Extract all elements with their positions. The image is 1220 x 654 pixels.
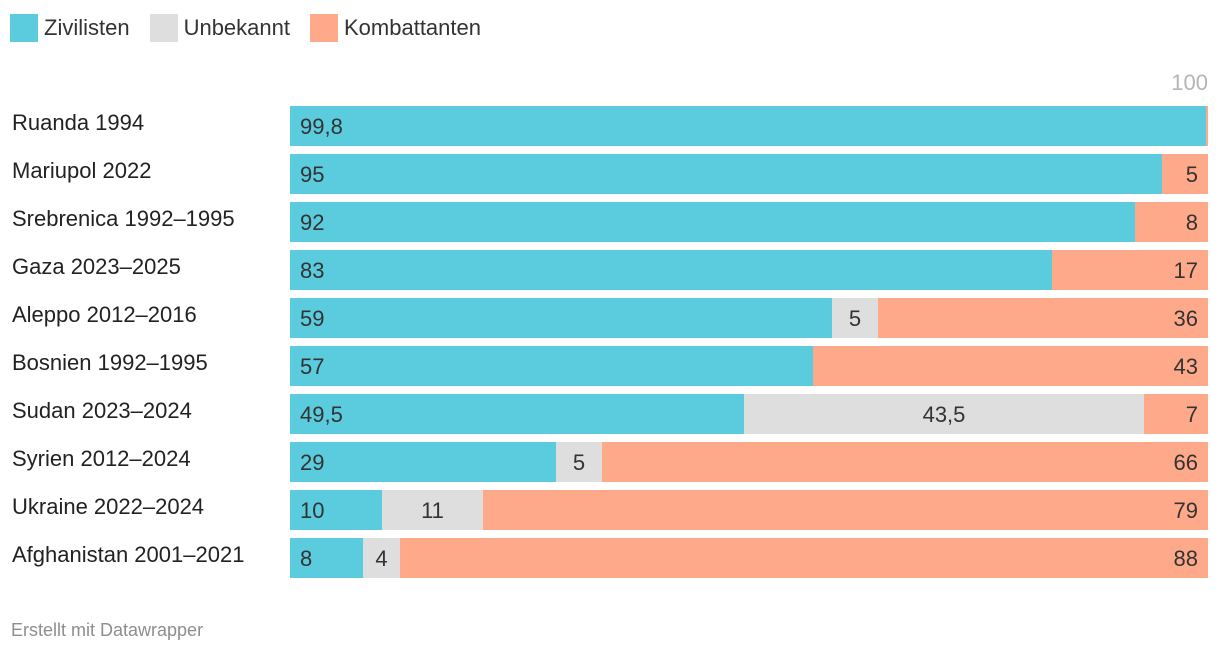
- bar-segment-unbekannt-aleppo-2012-2016: [832, 298, 878, 338]
- legend-label-zivilisten: Zivilisten: [44, 15, 130, 40]
- bar-segment-kombattanten-srebrenica-1992-1995: [1135, 202, 1208, 242]
- bar-segment-kombattanten-ruanda-1994: [1206, 106, 1208, 146]
- bar-segment-zivilisten-srebrenica-1992-1995: [290, 202, 1135, 242]
- legend-swatch-zivilisten: [10, 14, 38, 42]
- legend-label-kombattanten: Kombattanten: [344, 15, 481, 40]
- bar-segment-zivilisten-bosnien-1992-1995: [290, 346, 813, 386]
- category-label-syrien-2012-2024: Syrien 2012–2024: [12, 446, 191, 471]
- bar-segment-kombattanten-mariupol-2022: [1162, 154, 1208, 194]
- bar-segment-unbekannt-syrien-2012-2024: [556, 442, 602, 482]
- bar-segment-zivilisten-mariupol-2022: [290, 154, 1162, 194]
- data-label-kombattanten-gaza-2023-2025: 17: [1173, 258, 1198, 283]
- data-label-zivilisten-gaza-2023-2025: 83: [300, 258, 325, 283]
- legend-swatch-unbekannt: [149, 14, 178, 42]
- bar-segment-zivilisten-ukraine-2022-2024: [290, 490, 382, 530]
- bar-segment-kombattanten-aleppo-2012-2016: [878, 298, 1208, 338]
- axis-max-tick-label: 100: [1171, 70, 1208, 95]
- data-label-zivilisten-aleppo-2012-2016: 59: [300, 306, 325, 331]
- bar-segment-kombattanten-afghanistan-2001-2021: [400, 538, 1208, 578]
- category-label-bosnien-1992-1995: Bosnien 1992–1995: [12, 350, 208, 375]
- data-label-zivilisten-ruanda-1994: 99,8: [300, 114, 343, 139]
- data-label-unbekannt-afghanistan-2001-2021: 4: [375, 546, 388, 571]
- footer-credit: Erstellt mit Datawrapper: [11, 620, 204, 640]
- data-label-unbekannt-sudan-2023-2024: 43,5: [922, 402, 966, 427]
- data-label-zivilisten-srebrenica-1992-1995: 92: [300, 210, 325, 235]
- bar-segment-zivilisten-afghanistan-2001-2021: [290, 538, 363, 578]
- bar-segment-zivilisten-syrien-2012-2024: [290, 442, 556, 482]
- bar-segment-zivilisten-gaza-2023-2025: [290, 250, 1052, 290]
- category-label-ruanda-1994: Ruanda 1994: [12, 110, 145, 135]
- data-label-kombattanten-srebrenica-1992-1995: 8: [1185, 210, 1198, 235]
- bar-segment-unbekannt-sudan-2023-2024: [744, 394, 1144, 434]
- data-label-kombattanten-afghanistan-2001-2021: 88: [1173, 546, 1198, 571]
- legend-item-kombattanten: Kombattanten: [310, 14, 481, 42]
- bar-segment-kombattanten-sudan-2023-2024: [1144, 394, 1208, 434]
- legend-item-unbekannt: Unbekannt: [149, 14, 290, 42]
- data-label-kombattanten-sudan-2023-2024: 7: [1185, 402, 1198, 427]
- data-label-kombattanten-bosnien-1992-1995: 43: [1173, 354, 1198, 379]
- legend-item-zivilisten: Zivilisten: [10, 14, 130, 42]
- data-label-zivilisten-syrien-2012-2024: 29: [300, 450, 325, 475]
- data-label-zivilisten-ukraine-2022-2024: 10: [300, 498, 325, 523]
- category-label-sudan-2023-2024: Sudan 2023–2024: [12, 398, 192, 423]
- data-label-unbekannt-ukraine-2022-2024: 11: [421, 498, 444, 523]
- data-label-zivilisten-mariupol-2022: 95: [300, 162, 325, 187]
- legend-label-unbekannt: Unbekannt: [183, 15, 290, 40]
- category-label-ukraine-2022-2024: Ukraine 2022–2024: [12, 494, 205, 519]
- data-label-zivilisten-bosnien-1992-1995: 57: [300, 354, 325, 379]
- category-label-aleppo-2012-2016: Aleppo 2012–2016: [12, 302, 197, 327]
- bar-segment-kombattanten-bosnien-1992-1995: [813, 346, 1208, 386]
- bar-segment-zivilisten-sudan-2023-2024: [290, 394, 744, 434]
- bar-segment-zivilisten-aleppo-2012-2016: [290, 298, 832, 338]
- bar-segment-kombattanten-gaza-2023-2025: [1052, 250, 1208, 290]
- data-label-kombattanten-mariupol-2022: 5: [1185, 162, 1198, 187]
- stacked-bar-chart: Ruanda 1994 99,8 Mariupol 2022 95 5 Srebrenic…: [12, 106, 1208, 578]
- data-label-unbekannt-aleppo-2012-2016: 5: [848, 306, 862, 331]
- bar-segment-kombattanten-syrien-2012-2024: [602, 442, 1208, 482]
- data-label-zivilisten-sudan-2023-2024: 49,5: [300, 402, 343, 427]
- bar-segment-kombattanten-ukraine-2022-2024: [483, 490, 1208, 530]
- category-label-afghanistan-2001-2021: Afghanistan 2001–2021: [12, 542, 245, 567]
- data-label-kombattanten-syrien-2012-2024: 66: [1173, 450, 1198, 475]
- bar-segment-unbekannt-ukraine-2022-2024: [382, 490, 483, 530]
- category-label-gaza-2023-2025: Gaza 2023–2025: [12, 254, 181, 279]
- category-label-mariupol-2022: Mariupol 2022: [12, 158, 152, 183]
- data-label-zivilisten-afghanistan-2001-2021: 8: [300, 546, 313, 571]
- bar-segment-zivilisten-ruanda-1994: [290, 106, 1206, 146]
- data-label-kombattanten-aleppo-2012-2016: 36: [1173, 306, 1198, 331]
- data-label-kombattanten-ukraine-2022-2024: 79: [1173, 498, 1198, 523]
- legend-swatch-kombattanten: [310, 14, 338, 42]
- bar-segment-unbekannt-afghanistan-2001-2021: [363, 538, 400, 578]
- data-label-unbekannt-syrien-2012-2024: 5: [572, 450, 586, 475]
- category-label-srebrenica-1992-1995: Srebrenica 1992–1995: [12, 206, 235, 231]
- chart-legend: Zivilisten Unbekannt Kombattanten: [10, 12, 501, 44]
